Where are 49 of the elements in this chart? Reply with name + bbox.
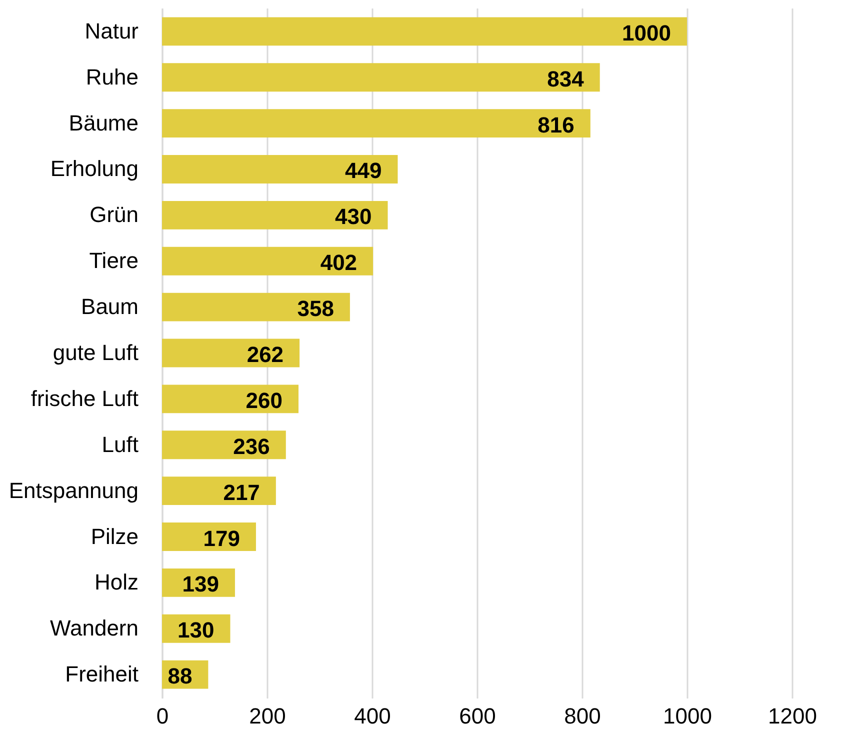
y-tick-label: Ruhe [86,64,138,90]
y-tick-label: Freiheit [65,662,138,687]
y-tick-label: frische Luft [30,386,138,411]
y-tick-label: Grün [90,202,138,228]
x-tick-label: 400 [354,704,391,728]
x-tick-label: 800 [564,704,601,728]
x-tick-label: 600 [459,704,496,728]
y-tick-label: Pilze [90,524,138,549]
y-tick-label: gute Luft [52,340,138,365]
data-label: 358 [297,296,334,322]
data-label: 402 [320,250,358,276]
bar [162,246,374,276]
data-label: 260 [246,388,282,413]
data-label: 816 [538,112,574,138]
data-label: 834 [547,66,585,92]
bar [162,63,600,92]
y-tick-label: Erholung [50,156,138,182]
x-tick-label: 0 [156,704,169,728]
data-label: 236 [233,434,270,459]
bar [162,476,276,506]
bar [162,430,286,460]
y-tick-label: Natur [84,18,138,44]
data-label: 179 [203,526,240,551]
data-label: 130 [178,618,214,643]
data-label: 88 [168,664,192,689]
bar [162,109,590,138]
y-tick-label: Wandern [50,616,138,641]
data-label: 1000 [622,20,671,46]
y-tick-label: Holz [94,570,138,595]
bar [162,384,298,414]
x-tick-label: 1000 [663,704,712,728]
y-tick-label: Tiere [89,248,138,274]
bar [162,17,687,46]
y-tick-label: Entspannung [8,478,138,503]
bar [162,292,350,322]
y-tick-label: Bäume [68,110,138,136]
y-tick-label: Baum [81,294,138,320]
bar [162,155,398,184]
data-label: 139 [182,572,219,597]
data-label: 430 [335,204,372,230]
x-tick-label: 200 [249,704,286,728]
data-label: 262 [246,342,284,367]
data-label: 217 [223,480,260,505]
data-label: 449 [345,158,382,184]
y-tick-label: Luft [102,432,138,457]
bar [162,522,256,551]
x-tick-label: 1200 [768,704,817,728]
bar [162,200,388,230]
bar [162,338,300,368]
